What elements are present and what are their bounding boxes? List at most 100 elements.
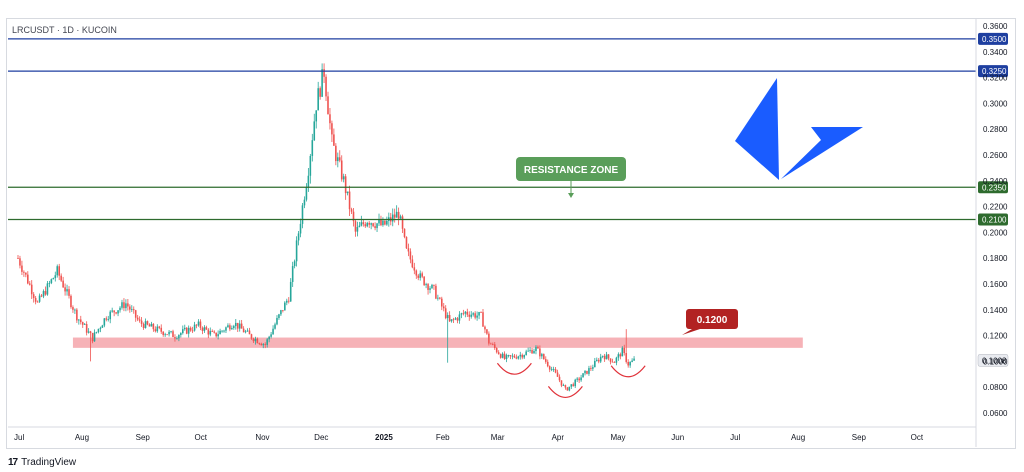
candle-body bbox=[370, 223, 372, 225]
candle-body bbox=[225, 327, 227, 331]
candle-layer bbox=[17, 63, 635, 392]
candle-body bbox=[74, 309, 76, 311]
candle-body bbox=[254, 338, 257, 342]
candle-body bbox=[413, 267, 416, 271]
candle-body bbox=[468, 314, 471, 317]
candle-body bbox=[497, 352, 500, 355]
candle-body bbox=[229, 325, 231, 330]
candle-body bbox=[233, 326, 235, 329]
candle-body bbox=[293, 261, 296, 267]
candle-body bbox=[221, 330, 223, 332]
candle-body bbox=[119, 307, 121, 311]
candle-body bbox=[327, 96, 329, 115]
symbol-label: LRCUSDT · 1D · KUCOIN bbox=[12, 25, 117, 35]
support-zone bbox=[72, 337, 803, 348]
candle-body bbox=[331, 123, 333, 135]
candle-body bbox=[609, 358, 612, 362]
candle-body bbox=[60, 275, 62, 281]
candle-body bbox=[415, 270, 418, 276]
candle-body bbox=[213, 331, 215, 333]
candle-body bbox=[574, 379, 577, 387]
candle-body bbox=[115, 312, 117, 314]
candle-body bbox=[81, 322, 84, 325]
candle-body bbox=[362, 222, 365, 225]
candle-body bbox=[350, 209, 353, 212]
candle-body bbox=[541, 354, 543, 357]
candle-body bbox=[629, 361, 631, 366]
candle-body bbox=[270, 334, 272, 337]
candle-body bbox=[87, 331, 90, 333]
candle-body bbox=[423, 276, 425, 286]
candle-body bbox=[531, 350, 533, 354]
x-tick-label: Jul bbox=[730, 433, 740, 442]
candle-body bbox=[588, 368, 590, 374]
y-tick-label: 0.0600 bbox=[983, 409, 1008, 418]
candle-body bbox=[34, 297, 37, 302]
candle-body bbox=[523, 355, 525, 358]
candle-body bbox=[631, 360, 633, 362]
candle-body bbox=[393, 214, 396, 218]
candle-body bbox=[503, 353, 506, 359]
candle-body bbox=[287, 300, 290, 302]
candle-body bbox=[207, 329, 210, 335]
candle-body bbox=[374, 226, 376, 229]
y-tick-label: 0.2600 bbox=[983, 151, 1008, 160]
candle-body bbox=[260, 343, 263, 346]
level-price-label: 0.3500 bbox=[982, 35, 1007, 44]
candle-body bbox=[211, 331, 214, 332]
x-tick-label: Aug bbox=[791, 433, 805, 442]
candle-body bbox=[158, 326, 161, 328]
level-price-label: 0.2100 bbox=[982, 216, 1007, 225]
candle-body bbox=[246, 330, 249, 332]
candle-body bbox=[368, 222, 370, 225]
candle-body bbox=[262, 344, 265, 346]
candle-body bbox=[597, 359, 600, 362]
candle-body bbox=[199, 321, 202, 328]
x-tick-label: Oct bbox=[911, 433, 924, 442]
candle-body bbox=[258, 343, 261, 344]
candle-body bbox=[48, 282, 51, 284]
candle-body bbox=[433, 284, 435, 286]
candle-body bbox=[611, 361, 614, 363]
candle-body bbox=[399, 216, 402, 219]
candle-body bbox=[446, 315, 449, 319]
level-layer: 0.3500 0.3250 0.2350 0.2100 0.1008 bbox=[8, 32, 1009, 367]
candle-body bbox=[460, 313, 463, 315]
candle-body bbox=[458, 314, 461, 321]
pattern-arc bbox=[547, 386, 583, 399]
candle-body bbox=[490, 343, 492, 345]
candle-body bbox=[58, 266, 61, 276]
candle-body bbox=[417, 275, 420, 278]
candle-body bbox=[295, 240, 298, 262]
candle-body bbox=[297, 233, 300, 241]
candle-body bbox=[480, 312, 482, 313]
candle-body bbox=[215, 332, 217, 337]
candle-body bbox=[185, 327, 188, 334]
candle-body bbox=[201, 327, 204, 331]
candle-body bbox=[276, 317, 278, 325]
candle-body bbox=[590, 368, 592, 369]
candle-body bbox=[160, 327, 163, 332]
candle-body bbox=[586, 370, 588, 374]
candle-body bbox=[570, 384, 573, 387]
candle-body bbox=[109, 311, 112, 320]
y-tick-label: 0.1600 bbox=[983, 280, 1008, 289]
candle-body bbox=[456, 318, 459, 321]
candle-body bbox=[391, 214, 394, 222]
footer-brand[interactable]: 17 TradingView bbox=[8, 457, 76, 468]
x-tick-label: Dec bbox=[314, 433, 328, 442]
support-level-label: 0.1200 bbox=[697, 315, 728, 326]
candle-body bbox=[30, 284, 33, 295]
candle-body bbox=[176, 338, 178, 340]
candle-body bbox=[317, 88, 319, 111]
candle-body bbox=[476, 315, 478, 318]
candle-body bbox=[623, 347, 626, 354]
candle-body bbox=[344, 176, 347, 194]
candle-body bbox=[454, 318, 457, 320]
candle-body bbox=[544, 359, 547, 362]
candle-body bbox=[527, 350, 529, 352]
x-tick-label: Jul bbox=[14, 433, 24, 442]
candle-body bbox=[380, 219, 382, 226]
candle-body bbox=[162, 331, 164, 335]
